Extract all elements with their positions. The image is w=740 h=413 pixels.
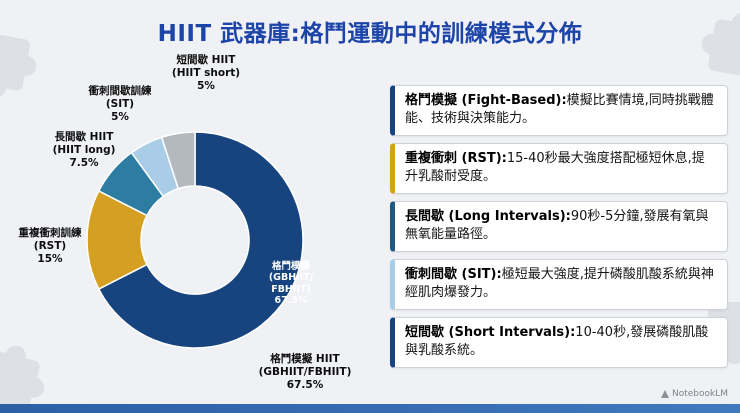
callout-term: 短間歇 (Short Intervals): (405, 324, 576, 340)
donut-inner-label-line: FBHIIT) (271, 283, 311, 295)
chart-label-percent: 5% (197, 79, 215, 92)
notebooklm-label: NotebookLM (671, 389, 728, 399)
callout-fight-based: 格鬥模擬 (Fight-Based):模擬比賽情境,同時挑戰體能、技術與決策能力… (390, 85, 728, 136)
callout-term: 格鬥模擬 (Fight-Based): (405, 93, 567, 108)
chart-label-percent: 15% (37, 252, 63, 265)
chart-label-code: (HIIT long) (52, 143, 116, 156)
callout-term: 長間歇 (Long Intervals): (405, 208, 571, 224)
callout-rst: 重複衝刺 (RST):15-40秒最大強度搭配極短休息,提升乳酸耐受度。 (390, 142, 728, 194)
chart-label-percent: 5% (111, 110, 129, 123)
chart-label-code: (HIIT short) (171, 66, 241, 79)
puzzle-piece-icon (701, 13, 740, 78)
callout-term: 衝刺間歇 (SIT): (405, 266, 502, 282)
callout-term: 重複衝刺 (RST): (405, 150, 507, 166)
donut-inner-label-line: 格鬥模擬 (271, 261, 310, 272)
callout-desc: 90秒-5分鐘,發展有氧與無氧能量路徑。 (405, 208, 709, 243)
chart-label-name: 長間歇 HIIT (54, 131, 114, 143)
donut-chart-svg (86, 131, 304, 349)
callout-sit: 衝刺間歇 (SIT):極短最大強度,提升磷酸肌酸系統與神經肌肉爆發力。 (390, 258, 728, 310)
donut-segment-0 (97, 131, 304, 349)
callout-desc: 10-40秒,發展磷酸肌酸與乳酸系統。 (405, 324, 709, 359)
chart-label-fight-based: 格鬥模擬 HIIT (GBHIIT/FBHIIT) 67.5% (222, 353, 388, 391)
callout-desc: 15-40秒最大強度搭配極短休息,提升乳酸耐受度。 (405, 150, 705, 185)
puzzle-piece-icon (0, 32, 37, 97)
donut-inner-label: 格鬥模擬 (GBHIIT/ FBHIIT) 67.5% (252, 261, 330, 307)
bottom-accent-bar (0, 404, 740, 413)
chart-label-percent: 7.5% (69, 156, 99, 169)
chart-label-code: (RST) (33, 239, 67, 252)
puzzle-piece-icon (0, 345, 45, 412)
chart-label-code: (GBHIIT/FBHIIT) (258, 365, 352, 378)
callout-short-intervals: 短間歇 (Short Intervals):10-40秒,發展磷酸肌酸與乳酸系統… (390, 316, 728, 368)
donut-inner-label-line: 67.5% (274, 295, 308, 307)
chart-label-percent: 67.5% (286, 378, 324, 391)
chart-label-rst: 重複衝刺訓練 (RST) 15% (0, 227, 100, 265)
callout-desc: 極短最大強度,提升磷酸肌酸系統與神經肌肉爆發力。 (405, 266, 714, 301)
donut-chart (85, 130, 305, 350)
notebooklm-logo-icon (660, 390, 669, 398)
slide-title: HIIT 武器庫:格鬥運動中的訓練模式分佈 (157, 21, 583, 47)
donut-inner-label-line: (GBHIIT/ (268, 272, 314, 284)
chart-label-hiit-long: 長間歇 HIIT (HIIT long) 7.5% (28, 131, 140, 169)
chart-label-name: 短間歇 HIIT (176, 54, 236, 66)
chart-label-name: 衝刺間歇訓練 (88, 85, 152, 97)
chart-label-name: 重複衝刺訓練 (18, 227, 82, 239)
callout-list: 格鬥模擬 (Fight-Based):模擬比賽情境,同時挑戰體能、技術與決策能力… (390, 85, 728, 368)
donut-segment-4 (160, 131, 196, 190)
chart-label-code: (SIT) (105, 97, 135, 110)
callout-long-intervals: 長間歇 (Long Intervals):90秒-5分鐘,發展有氧與無氧能量路徑… (390, 200, 728, 252)
chart-label-hiit-short: 短間歇 HIIT (HIIT short) 5% (156, 54, 256, 92)
callout-desc: 模擬比賽情境,同時挑戰體能、技術與決策能力。 (405, 93, 714, 127)
notebooklm-watermark: NotebookLM (660, 389, 728, 399)
chart-label-sit: 衝刺間歇訓練 (SIT) 5% (70, 85, 170, 123)
chart-label-name: 格鬥模擬 HIIT (270, 353, 340, 365)
